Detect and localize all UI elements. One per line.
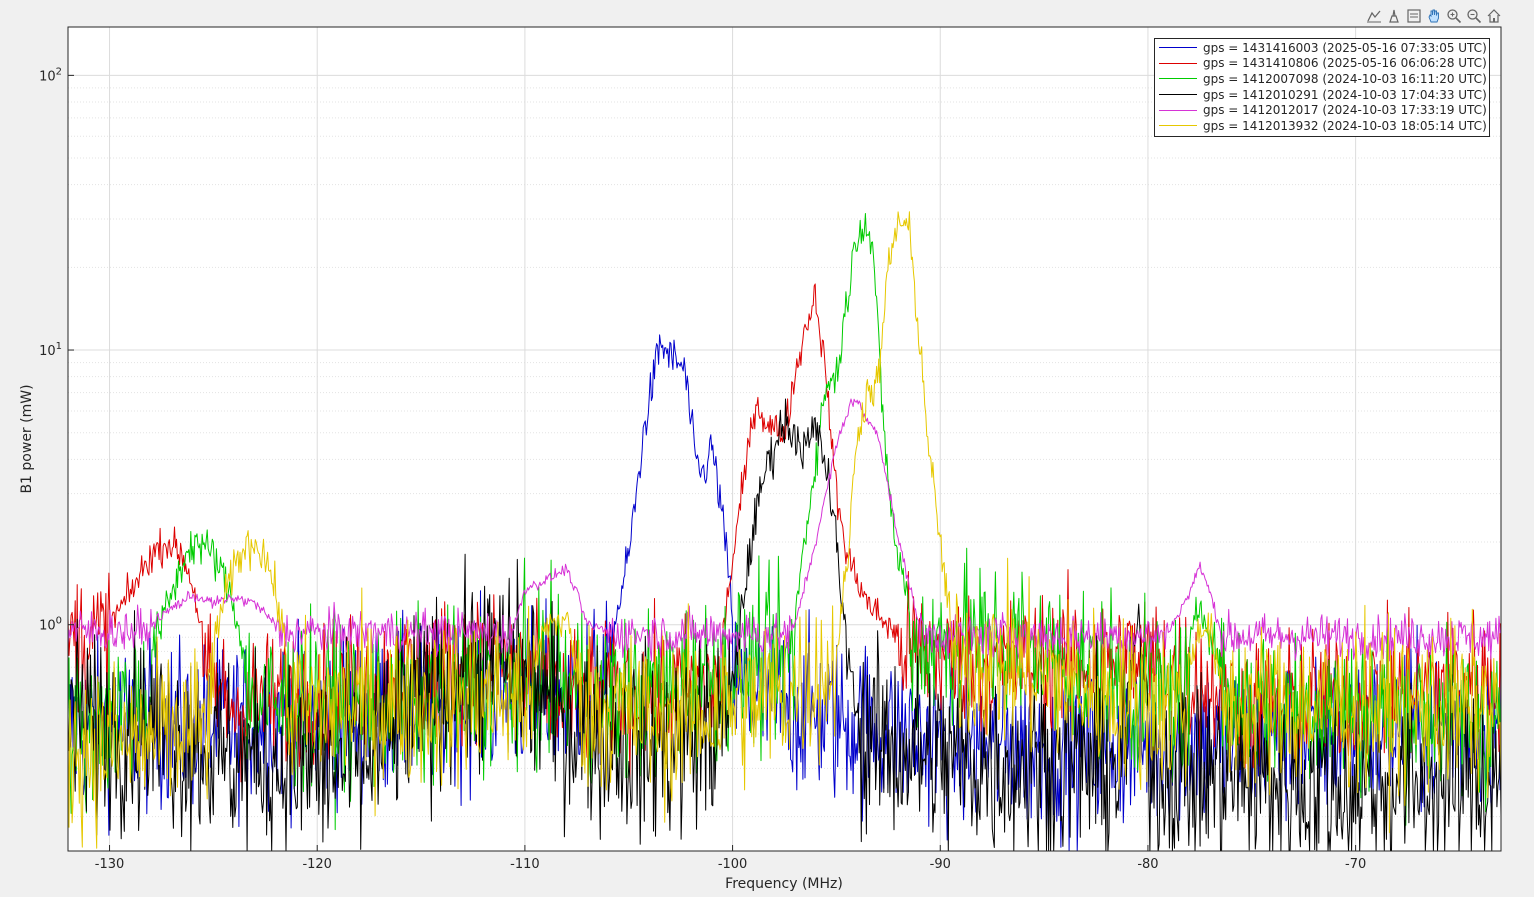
x-axis-label: Frequency (MHz) [725,876,843,892]
legend-toggle-icon[interactable] [1405,8,1422,25]
series-line-5 [67,398,1502,663]
series-line-4 [67,398,1502,852]
legend-swatch [1159,78,1197,80]
legend-label: gps = 1431416003 (2025-05-16 07:33:05 UT… [1203,40,1487,55]
series-line-6 [67,211,1502,849]
legend[interactable]: gps = 1431416003 (2025-05-16 07:33:05 UT… [1154,38,1490,137]
legend-entry-5[interactable]: gps = 1412012017 (2024-10-03 17:33:19 UT… [1155,102,1489,118]
legend-swatch [1159,125,1197,127]
legend-swatch [1159,62,1197,64]
pan-icon[interactable] [1425,8,1442,25]
y-tick-label: 100 [39,616,62,634]
x-tick-label: -130 [95,857,125,872]
x-ticks: -130 -120 -110 -100 -90 -80 -70 [95,845,1366,872]
x-tick-label: -70 [1345,857,1366,872]
x-tick-label: -90 [930,857,951,872]
legend-label: gps = 1412007098 (2024-10-03 16:11:20 UT… [1203,71,1487,86]
data-tips-icon[interactable] [1365,8,1382,25]
legend-swatch [1159,109,1197,111]
figure-toolbar [1365,5,1502,27]
x-tick-label: -100 [718,857,748,872]
legend-label: gps = 1412010291 (2024-10-03 17:04:33 UT… [1203,87,1487,102]
legend-entry-6[interactable]: gps = 1412013932 (2024-10-03 18:05:14 UT… [1155,118,1489,134]
legend-entry-1[interactable]: gps = 1431416003 (2025-05-16 07:33:05 UT… [1155,40,1489,56]
legend-swatch [1159,94,1197,96]
axes-box [67,26,1502,852]
legend-entry-2[interactable]: gps = 1431410806 (2025-05-16 06:06:28 UT… [1155,56,1489,72]
legend-label: gps = 1412012017 (2024-10-03 17:33:19 UT… [1203,103,1487,118]
y-axis-label: B1 power (mW) [19,384,35,493]
legend-entry-3[interactable]: gps = 1412007098 (2024-10-03 16:11:20 UT… [1155,71,1489,87]
legend-entry-4[interactable]: gps = 1412010291 (2024-10-03 17:04:33 UT… [1155,87,1489,103]
y-tick-label: 101 [39,341,62,359]
brush-icon[interactable] [1385,8,1402,25]
legend-label: gps = 1431410806 (2025-05-16 06:06:28 UT… [1203,56,1487,71]
zoom-out-icon[interactable] [1465,8,1482,25]
x-tick-label: -80 [1137,857,1158,872]
legend-swatch [1159,47,1197,49]
home-icon[interactable] [1485,8,1502,25]
x-tick-label: -110 [510,857,540,872]
y-tick-label: 102 [39,66,62,84]
x-tick-label: -120 [302,857,332,872]
series-group [67,211,1502,852]
zoom-in-icon[interactable] [1445,8,1462,25]
legend-label: gps = 1412013932 (2024-10-03 18:05:14 UT… [1203,118,1487,133]
